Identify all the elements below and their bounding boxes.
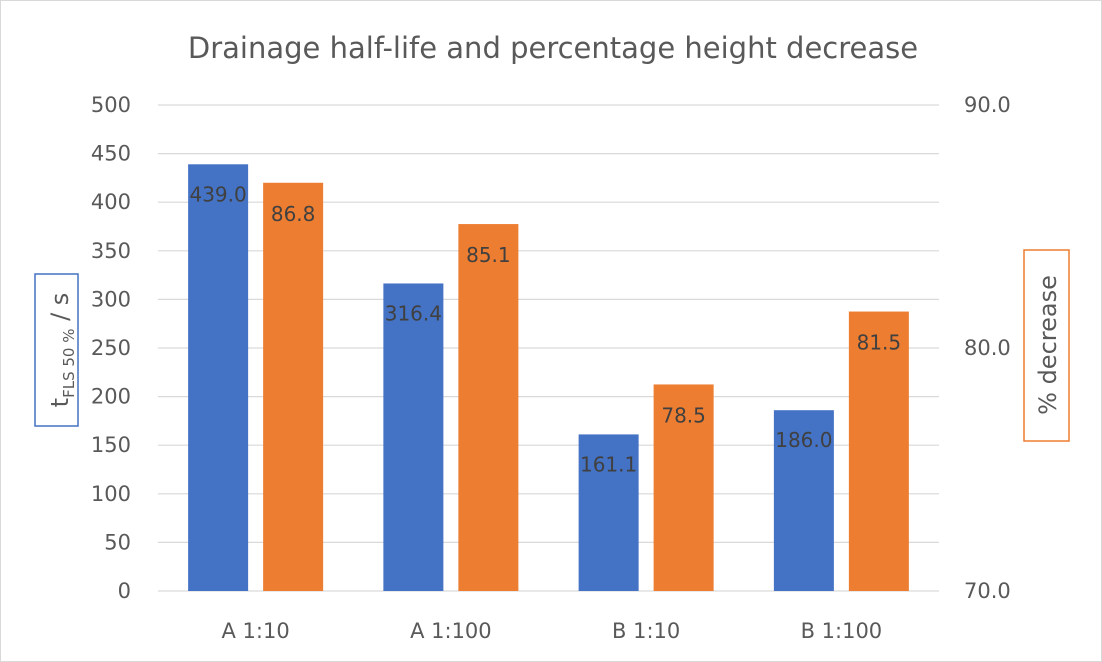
- bar-series-2: [848, 311, 909, 591]
- bar-series-1: [188, 164, 249, 592]
- left-axis-ticks: 0 50 100 150 200 250 300 350 400 450 500: [91, 93, 131, 603]
- chart-title: Drainage half-life and percentage height…: [188, 31, 918, 65]
- left-tick-label: 350: [91, 239, 131, 263]
- left-tick-label: 450: [91, 142, 131, 166]
- data-label-series-1: 186.0: [775, 428, 832, 452]
- left-axis-title-unit: / s: [46, 293, 74, 329]
- left-axis-title-subscript: FLS 50 %: [60, 329, 78, 398]
- left-tick-label: 50: [104, 530, 131, 554]
- right-axis-title-text: % decrease: [1034, 275, 1062, 415]
- left-tick-label: 200: [91, 385, 131, 409]
- left-tick-label: 100: [91, 482, 131, 506]
- right-tick-label: 80.0: [964, 336, 1011, 360]
- right-axis-title: % decrease: [1023, 249, 1070, 442]
- bar-series-2: [653, 384, 714, 591]
- left-tick-label: 0: [118, 579, 131, 603]
- bars: [188, 164, 909, 592]
- data-label-series-2: 86.8: [271, 202, 316, 226]
- category-labels: A 1:10 A 1:100 B 1:10 B 1:100: [222, 619, 883, 643]
- left-tick-label: 400: [91, 190, 131, 214]
- left-tick-label: 250: [91, 336, 131, 360]
- category-label: B 1:10: [612, 619, 680, 643]
- left-axis-title-main: t: [46, 398, 74, 407]
- category-label: A 1:100: [410, 619, 492, 643]
- data-labels: 439.0 86.8 316.4 85.1 161.1 78.5 186.0 81.5: [189, 182, 901, 476]
- right-axis-ticks: 70.0 80.0 90.0: [964, 93, 1011, 603]
- bar-series-2: [263, 182, 324, 591]
- left-tick-label: 300: [91, 287, 131, 311]
- bar-series-1: [578, 434, 639, 591]
- left-tick-label: 500: [91, 93, 131, 117]
- left-axis-title-text: tFLS 50 % / s: [46, 293, 78, 408]
- data-label-series-2: 85.1: [466, 243, 511, 267]
- bar-series-1: [773, 410, 834, 591]
- left-tick-label: 150: [91, 433, 131, 457]
- left-axis-title-box: [34, 273, 79, 427]
- left-axis-title: tFLS 50 % / s: [34, 273, 79, 427]
- category-label: A 1:10: [222, 619, 290, 643]
- right-axis-title-box: [1023, 249, 1070, 442]
- data-label-series-1: 161.1: [580, 452, 637, 476]
- bar-series-2: [458, 224, 519, 591]
- data-label-series-2: 81.5: [857, 331, 902, 355]
- right-tick-label: 70.0: [964, 579, 1011, 603]
- right-tick-label: 90.0: [964, 93, 1011, 117]
- bar-series-1: [383, 283, 444, 591]
- data-label-series-1: 316.4: [385, 301, 442, 325]
- data-label-series-2: 78.5: [661, 403, 706, 427]
- category-label: B 1:100: [801, 619, 883, 643]
- data-label-series-1: 439.0: [189, 182, 246, 206]
